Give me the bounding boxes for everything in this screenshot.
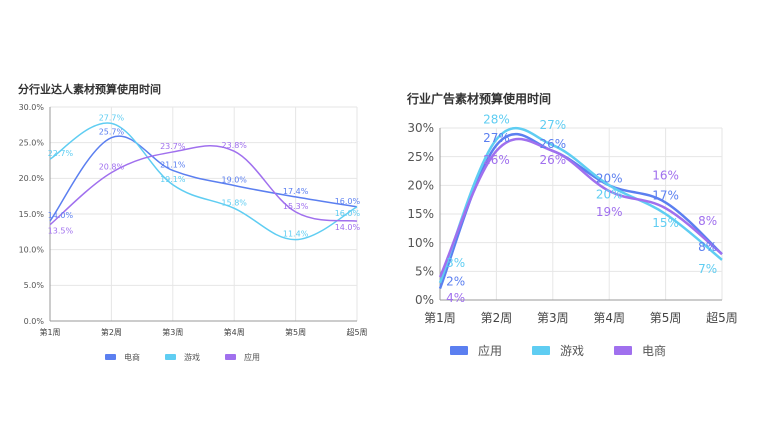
legend-label: 游戏 xyxy=(184,352,200,362)
y-tick-label: 5.0% xyxy=(24,281,45,290)
data-label: 8% xyxy=(698,214,717,228)
legend-swatch xyxy=(450,346,468,355)
series-line-电商 xyxy=(438,137,723,278)
data-label: 8% xyxy=(698,240,717,254)
series-line-游戏 xyxy=(49,122,358,241)
legend-label: 电商 xyxy=(642,343,666,358)
x-tick-label: 第1周 xyxy=(424,311,456,325)
data-label: 23.8% xyxy=(221,141,247,150)
data-label: 20% xyxy=(596,171,623,185)
chart2-title: 行业广告素材预算使用时间 xyxy=(407,92,552,106)
legend-label: 应用 xyxy=(478,343,502,358)
data-label: 20.8% xyxy=(99,163,125,172)
legend-label: 游戏 xyxy=(560,344,584,358)
data-label: 23.7% xyxy=(160,142,186,151)
data-label: 13.5% xyxy=(48,227,74,236)
y-tick-label: 30% xyxy=(407,121,434,135)
legend-swatch xyxy=(165,354,176,360)
series-line-应用 xyxy=(49,145,358,226)
legend-swatch xyxy=(614,346,632,355)
data-label: 14.0% xyxy=(335,223,361,232)
data-label: 27% xyxy=(539,118,566,132)
data-label: 22.7% xyxy=(48,149,74,158)
data-label: 28% xyxy=(483,112,510,126)
data-label: 3% xyxy=(446,256,465,270)
data-label: 26% xyxy=(539,137,566,151)
data-label: 20% xyxy=(596,187,623,201)
data-label: 19.1% xyxy=(160,175,186,184)
data-label: 27% xyxy=(483,131,510,145)
y-tick-label: 15.0% xyxy=(19,210,45,219)
y-tick-label: 20.0% xyxy=(19,174,45,183)
x-tick-label: 第2周 xyxy=(101,327,122,337)
y-tick-label: 5% xyxy=(415,265,434,279)
data-label: 15.8% xyxy=(221,198,247,207)
data-label: 26% xyxy=(539,153,566,167)
x-tick-label: 超5周 xyxy=(346,327,367,337)
chart1-title: 分行业达人素材预算使用时间 xyxy=(18,83,161,96)
y-tick-label: 20% xyxy=(407,179,434,193)
data-label: 15% xyxy=(652,216,679,230)
data-label: 19.0% xyxy=(221,175,247,184)
legend-swatch xyxy=(532,346,550,355)
data-label: 25.7% xyxy=(99,128,125,137)
y-tick-label: 10% xyxy=(407,236,434,250)
data-label: 7% xyxy=(698,262,717,276)
data-label: 2% xyxy=(446,275,465,289)
data-label: 27.7% xyxy=(99,113,125,122)
y-tick-label: 0% xyxy=(415,293,434,307)
data-label: 4% xyxy=(446,291,465,305)
data-label: 11.4% xyxy=(283,230,309,239)
data-label: 17% xyxy=(652,189,679,203)
y-tick-label: 10.0% xyxy=(19,245,45,254)
data-label: 16.0% xyxy=(335,197,361,206)
data-label: 15.3% xyxy=(283,202,309,211)
series-line-游戏 xyxy=(438,126,723,284)
data-label: 17.4% xyxy=(283,187,309,196)
x-tick-label: 超5周 xyxy=(706,310,738,325)
x-tick-label: 第4周 xyxy=(224,327,245,337)
legend-swatch xyxy=(225,354,236,360)
y-tick-label: 25% xyxy=(407,150,434,164)
x-tick-label: 第1周 xyxy=(39,327,60,337)
legend-label: 电商 xyxy=(124,352,140,362)
y-tick-label: 30.0% xyxy=(19,103,45,112)
legend-swatch xyxy=(105,354,116,360)
data-label: 26% xyxy=(483,153,510,167)
x-tick-label: 第4周 xyxy=(593,311,625,325)
y-tick-label: 0.0% xyxy=(24,317,45,326)
y-tick-label: 15% xyxy=(407,207,434,221)
series-line-电商 xyxy=(49,135,358,222)
x-tick-label: 第3周 xyxy=(162,327,183,337)
x-tick-label: 第2周 xyxy=(481,311,513,325)
data-label: 19% xyxy=(596,205,623,219)
data-label: 21.1% xyxy=(160,160,186,169)
legend-label: 应用 xyxy=(244,352,260,362)
data-label: 16.0% xyxy=(335,209,361,218)
x-tick-label: 第3周 xyxy=(537,311,569,325)
data-label: 14.0% xyxy=(48,211,74,220)
x-tick-label: 第5周 xyxy=(650,311,682,325)
x-tick-label: 第5周 xyxy=(285,327,306,337)
y-tick-label: 25.0% xyxy=(19,138,45,147)
data-label: 16% xyxy=(652,168,679,182)
